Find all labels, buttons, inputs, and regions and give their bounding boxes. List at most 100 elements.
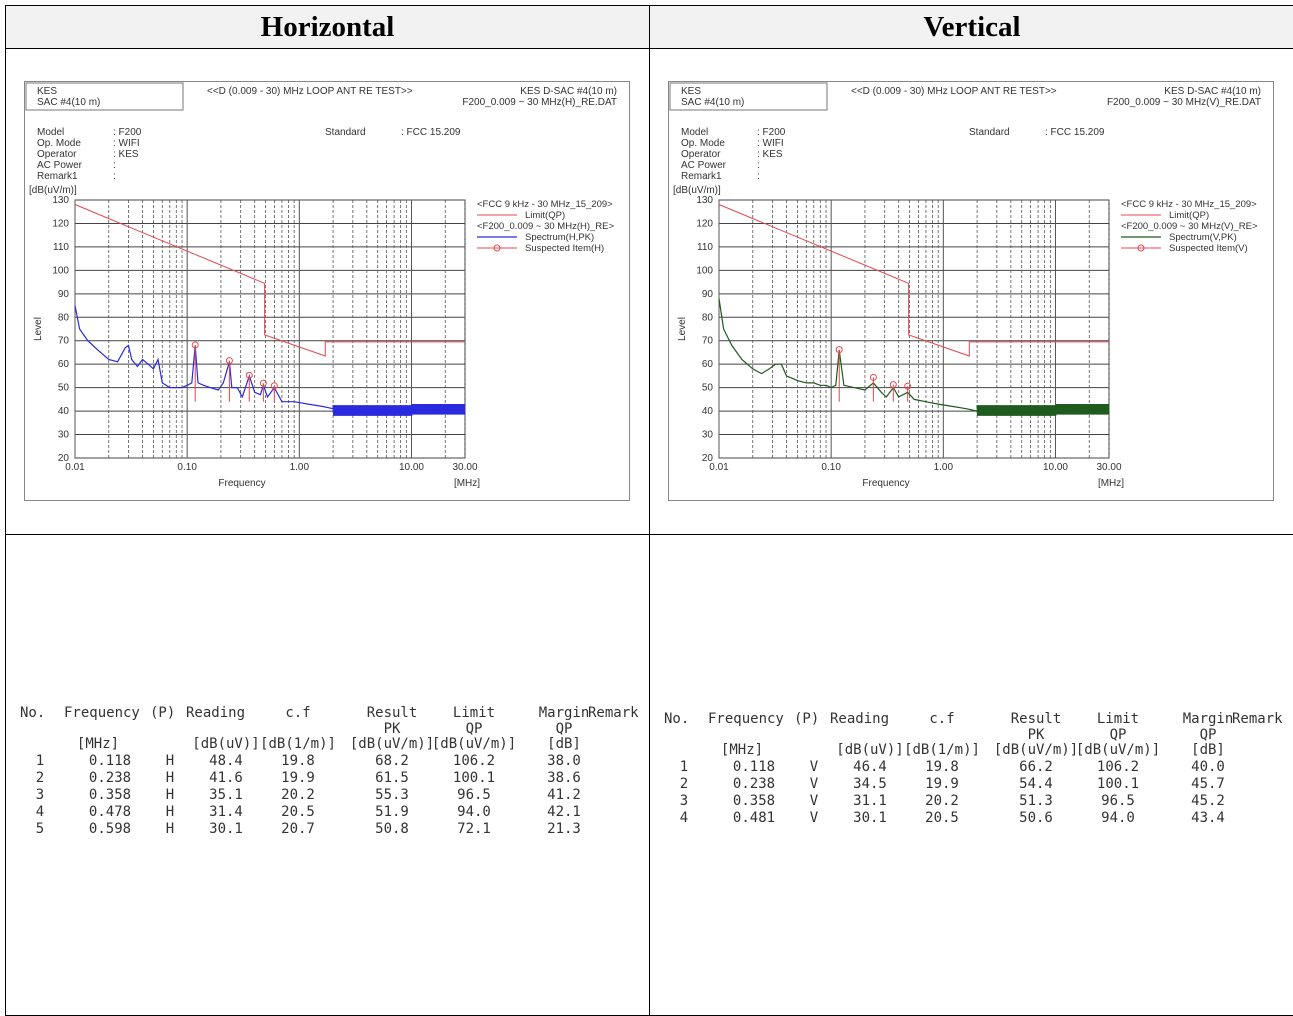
cell-no: 2 xyxy=(679,775,689,792)
header-polarization: (P) xyxy=(794,710,820,727)
cell-no: 5 xyxy=(35,820,45,837)
cell-result: 50.6 xyxy=(1019,809,1053,826)
info-value: : WIFI xyxy=(113,138,140,149)
cell-no: 3 xyxy=(679,792,689,809)
cell-reading: 46.4 xyxy=(853,758,887,775)
data-file-label: F200_0.009 ~ 30 MHz(H)_RE.DAT xyxy=(462,97,617,108)
info-label: Remark1 xyxy=(37,171,78,182)
limit-line xyxy=(718,204,1109,357)
unit-frequency: [MHz] xyxy=(720,741,764,758)
cell-polarization: H xyxy=(165,752,175,769)
cell-frequency: 0.238 xyxy=(88,769,132,786)
legend-suspected-label: Suspected Item(V) xyxy=(1169,243,1248,254)
suspected-item-marker xyxy=(270,382,278,390)
suspected-item-marker xyxy=(191,341,199,349)
y-tick-label: 80 xyxy=(702,312,714,323)
unit-cf: [dB(1/m)] xyxy=(904,741,980,758)
info-label: Model xyxy=(37,127,64,138)
cell-limit: 106.2 xyxy=(452,752,496,769)
report-table: Horizontal Vertical KES SAC #4(10 m) <<D (… xyxy=(5,4,1293,1016)
y-tick-label: 50 xyxy=(58,383,70,394)
spectrum-noise-floor xyxy=(332,404,466,416)
info-value: : xyxy=(113,171,116,182)
y-tick-label: 90 xyxy=(58,289,70,300)
cell-margin: 42.1 xyxy=(547,803,581,820)
cell-polarization: H xyxy=(165,803,175,820)
suspected-item-marker xyxy=(904,382,912,390)
unit-cf: [dB(1/m)] xyxy=(260,735,336,752)
cell-reading: 30.1 xyxy=(853,809,887,826)
y-tick-label: 130 xyxy=(696,195,713,206)
header-margin: Margin xyxy=(1182,710,1234,727)
sac-label: SAC #4(10 m) xyxy=(681,97,744,108)
y-unit-label: [dB(uV/m)] xyxy=(29,185,77,196)
cell-limit: 72.1 xyxy=(457,820,491,837)
cell-limit: 96.5 xyxy=(1101,792,1135,809)
cell-reading: 31.4 xyxy=(209,803,243,820)
unit-result: [dB(uV/m)] xyxy=(993,741,1079,758)
cell-limit: 100.1 xyxy=(1096,775,1140,792)
column-header-vertical: Vertical xyxy=(649,4,1293,50)
vertical-chart-frame: KES SAC #4(10 m) <<D (0.009 - 30) MHz LOOP… xyxy=(668,81,1274,502)
x-tick-label: 10.00 xyxy=(1043,462,1068,473)
header-limit-sub: QP xyxy=(465,720,483,737)
cell-margin: 38.0 xyxy=(547,752,581,769)
unit-margin: [dB] xyxy=(1191,741,1225,758)
suspected-item-marker xyxy=(889,381,897,389)
unit-frequency: [MHz] xyxy=(76,735,120,752)
cell-margin: 40.0 xyxy=(1191,758,1225,775)
cell-polarization: H xyxy=(165,820,175,837)
suspected-item-marker xyxy=(259,379,267,387)
cell-cf: 20.7 xyxy=(281,820,315,837)
y-tick-label: 20 xyxy=(702,453,714,464)
cell-margin: 21.3 xyxy=(547,820,581,837)
y-tick-label: 100 xyxy=(52,265,69,276)
spectrum-noise-floor xyxy=(976,404,1110,416)
cell-no: 3 xyxy=(35,786,45,803)
cell-limit: 96.5 xyxy=(457,786,491,803)
cell-no: 4 xyxy=(35,803,45,820)
header-result: Result xyxy=(366,704,418,721)
limit-line xyxy=(74,204,465,357)
info-label: AC Power xyxy=(681,160,727,171)
info-label: AC Power xyxy=(37,160,83,171)
unit-result: [dB(uV/m)] xyxy=(349,735,435,752)
header-cf: c.f xyxy=(929,710,955,727)
cell-reading: 35.1 xyxy=(209,786,243,803)
unit-reading: [dB(uV)] xyxy=(836,741,904,758)
legend-limit-label: Limit(QP) xyxy=(525,210,565,221)
header-margin-sub: QP xyxy=(1199,726,1217,743)
y-tick-label: 40 xyxy=(702,406,714,417)
info-value: : xyxy=(757,160,760,171)
y-tick-label: 120 xyxy=(52,218,69,229)
cell-frequency: 0.598 xyxy=(88,820,132,837)
site-right-label: KES D-SAC #4(10 m) xyxy=(1164,86,1261,97)
y-tick-label: 70 xyxy=(702,336,714,347)
header-polarization: (P) xyxy=(150,704,176,721)
cell-frequency: 0.481 xyxy=(732,809,776,826)
plot-area xyxy=(74,199,466,459)
y-tick-label: 130 xyxy=(52,195,69,206)
y-axis-label: Level xyxy=(677,317,688,341)
header-limit: Limit xyxy=(1096,710,1140,727)
y-tick-label: 30 xyxy=(58,430,70,441)
unit-limit: [dB(uV/m)] xyxy=(1075,741,1161,758)
site-box xyxy=(669,82,828,111)
header-frequency: Frequency xyxy=(64,704,140,721)
y-tick-label: 70 xyxy=(58,336,70,347)
y-tick-label: 90 xyxy=(702,289,714,300)
header-result: Result xyxy=(1010,710,1062,727)
cell-result: 55.3 xyxy=(375,786,409,803)
legend-group-data: <F200_0.009 ~ 30 MHz(H)_RE> xyxy=(477,221,614,232)
test-title: <<D (0.009 - 30) MHz LOOP ANT RE TEST>> xyxy=(851,86,1057,97)
y-tick-label: 120 xyxy=(696,218,713,229)
suspected-item-marker xyxy=(869,373,877,381)
legend-suspected-marker xyxy=(493,244,501,252)
info-value: : KES xyxy=(113,149,139,160)
x-tick-label: 0.01 xyxy=(65,462,85,473)
cell-result: 61.5 xyxy=(375,769,409,786)
cell-result: 51.9 xyxy=(375,803,409,820)
legend-group-limit: <FCC 9 kHz - 30 MHz_15_209> xyxy=(477,199,613,210)
horizontal-table-cell: No. Frequency (P) Reading c.f Result Limit Marg… xyxy=(5,533,650,1016)
info-label: Op. Mode xyxy=(681,138,725,149)
